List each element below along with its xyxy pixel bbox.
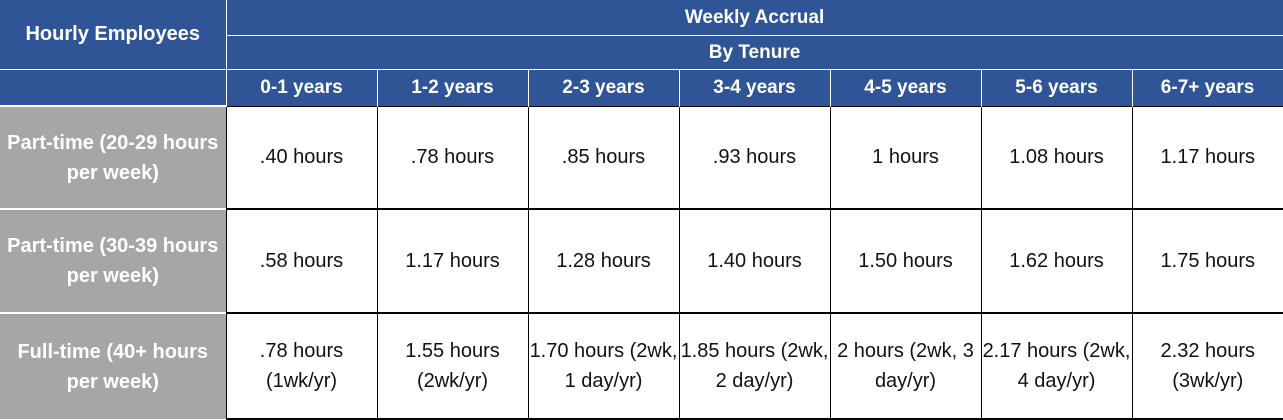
- row-label: Part-time (30-39 hours per week): [0, 208, 227, 313]
- tenure-header-1: 1-2 years: [376, 69, 529, 106]
- accrual-cell: 1.40 hours: [678, 209, 831, 314]
- accrual-cell: 1.75 hours: [1131, 209, 1283, 314]
- row-label: Full-time (40+ hours per week): [0, 312, 227, 419]
- accrual-cell: .78 hours (1wk/yr): [225, 313, 378, 420]
- tenure-header-0: 0-1 years: [225, 69, 378, 106]
- accrual-cell: 2.17 hours (2wk, 4 day/yr): [980, 313, 1133, 420]
- table-row: Part-time (30-39 hours per week) .58 hou…: [0, 208, 1283, 314]
- group-header: Weekly Accrual: [225, 0, 1283, 36]
- tenure-header-4: 4-5 years: [829, 69, 982, 106]
- accrual-cell: 1.50 hours: [829, 209, 982, 314]
- tenure-header-5: 5-6 years: [980, 69, 1133, 106]
- accrual-cell: 1 hours: [829, 105, 982, 210]
- accrual-cell: 1.62 hours: [980, 209, 1133, 314]
- tenure-header-3: 3-4 years: [678, 69, 831, 106]
- tenure-header-2: 2-3 years: [527, 69, 680, 106]
- corner-header-spacer: [0, 69, 227, 106]
- tenure-header-6: 6-7+ years: [1131, 69, 1283, 106]
- accrual-cell: 1.85 hours (2wk, 2 day/yr): [678, 313, 831, 420]
- accrual-cell: .40 hours: [225, 105, 378, 210]
- accrual-cell: 2.32 hours (3wk/yr): [1131, 313, 1283, 420]
- table-row: Full-time (40+ hours per week) .78 hours…: [0, 312, 1283, 420]
- accrual-cell: 1.70 hours (2wk, 1 day/yr): [527, 313, 680, 420]
- accrual-cell: 1.17 hours: [1131, 105, 1283, 210]
- accrual-cell: 1.17 hours: [376, 209, 529, 314]
- accrual-cell: 2 hours (2wk, 3 day/yr): [829, 313, 982, 420]
- accrual-cell: .85 hours: [527, 105, 680, 210]
- sub-header: By Tenure: [225, 35, 1283, 70]
- accrual-cell: .78 hours: [376, 105, 529, 210]
- accrual-cell: .93 hours: [678, 105, 831, 210]
- accrual-cell: .58 hours: [225, 209, 378, 314]
- table-row: Part-time (20-29 hours per week) .40 hou…: [0, 105, 1283, 210]
- accrual-cell: 1.08 hours: [980, 105, 1133, 210]
- row-label: Part-time (20-29 hours per week): [0, 105, 227, 209]
- corner-header: Hourly Employees: [0, 0, 227, 70]
- accrual-cell: 1.28 hours: [527, 209, 680, 314]
- accrual-cell: 1.55 hours (2wk/yr): [376, 313, 529, 420]
